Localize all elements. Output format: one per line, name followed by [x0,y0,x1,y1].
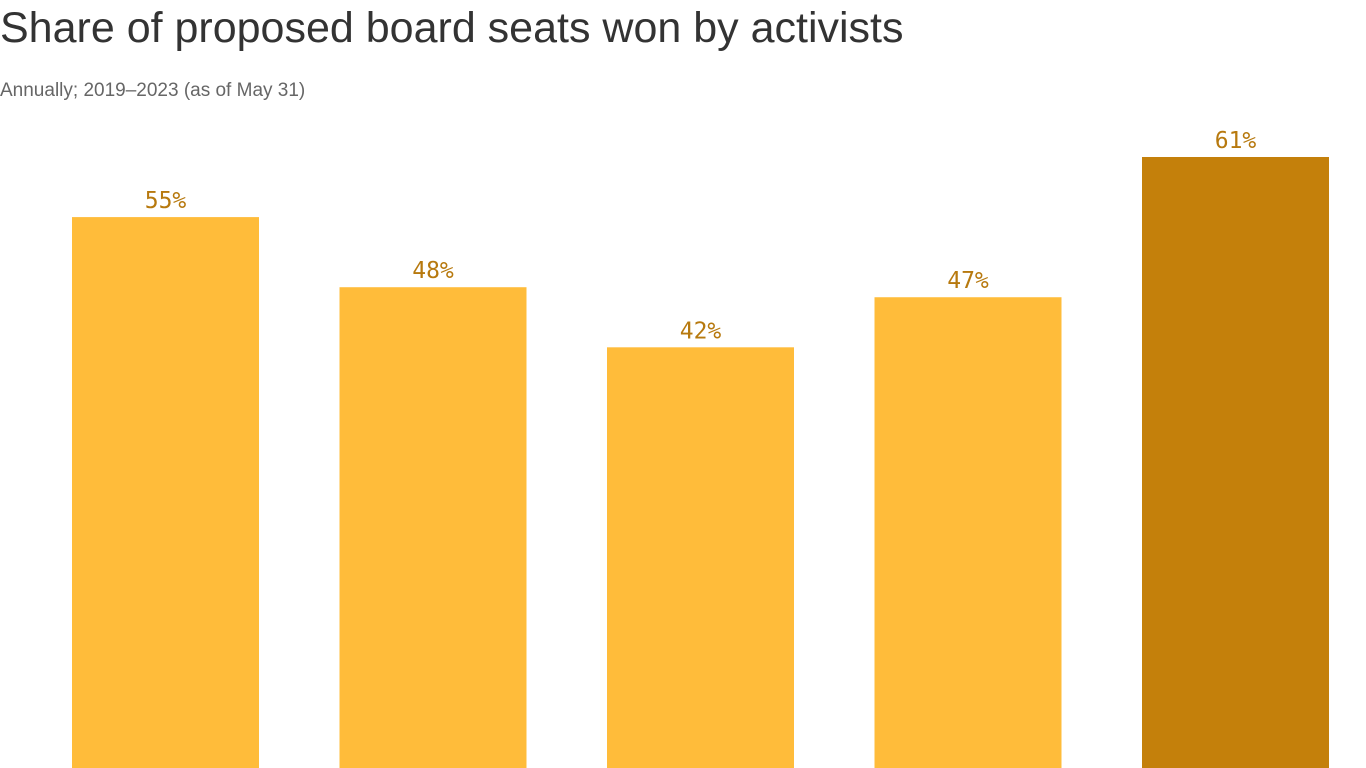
bar-1 [72,217,259,768]
bar-5 [1142,157,1329,768]
bar-value-label-3: 42% [680,318,722,344]
chart-subtitle: Annually; 2019–2023 (as of May 31) [0,80,306,101]
bar-4 [874,297,1062,768]
bar-2 [339,287,527,768]
bar-value-label-2: 48% [412,258,454,284]
chart-title: Share of proposed board seats won by act… [0,4,904,52]
bar-value-label-4: 47% [947,268,989,294]
bar-value-label-5: 61% [1215,128,1257,154]
bar-value-label-1: 55% [145,188,187,214]
bar-3 [607,347,794,768]
